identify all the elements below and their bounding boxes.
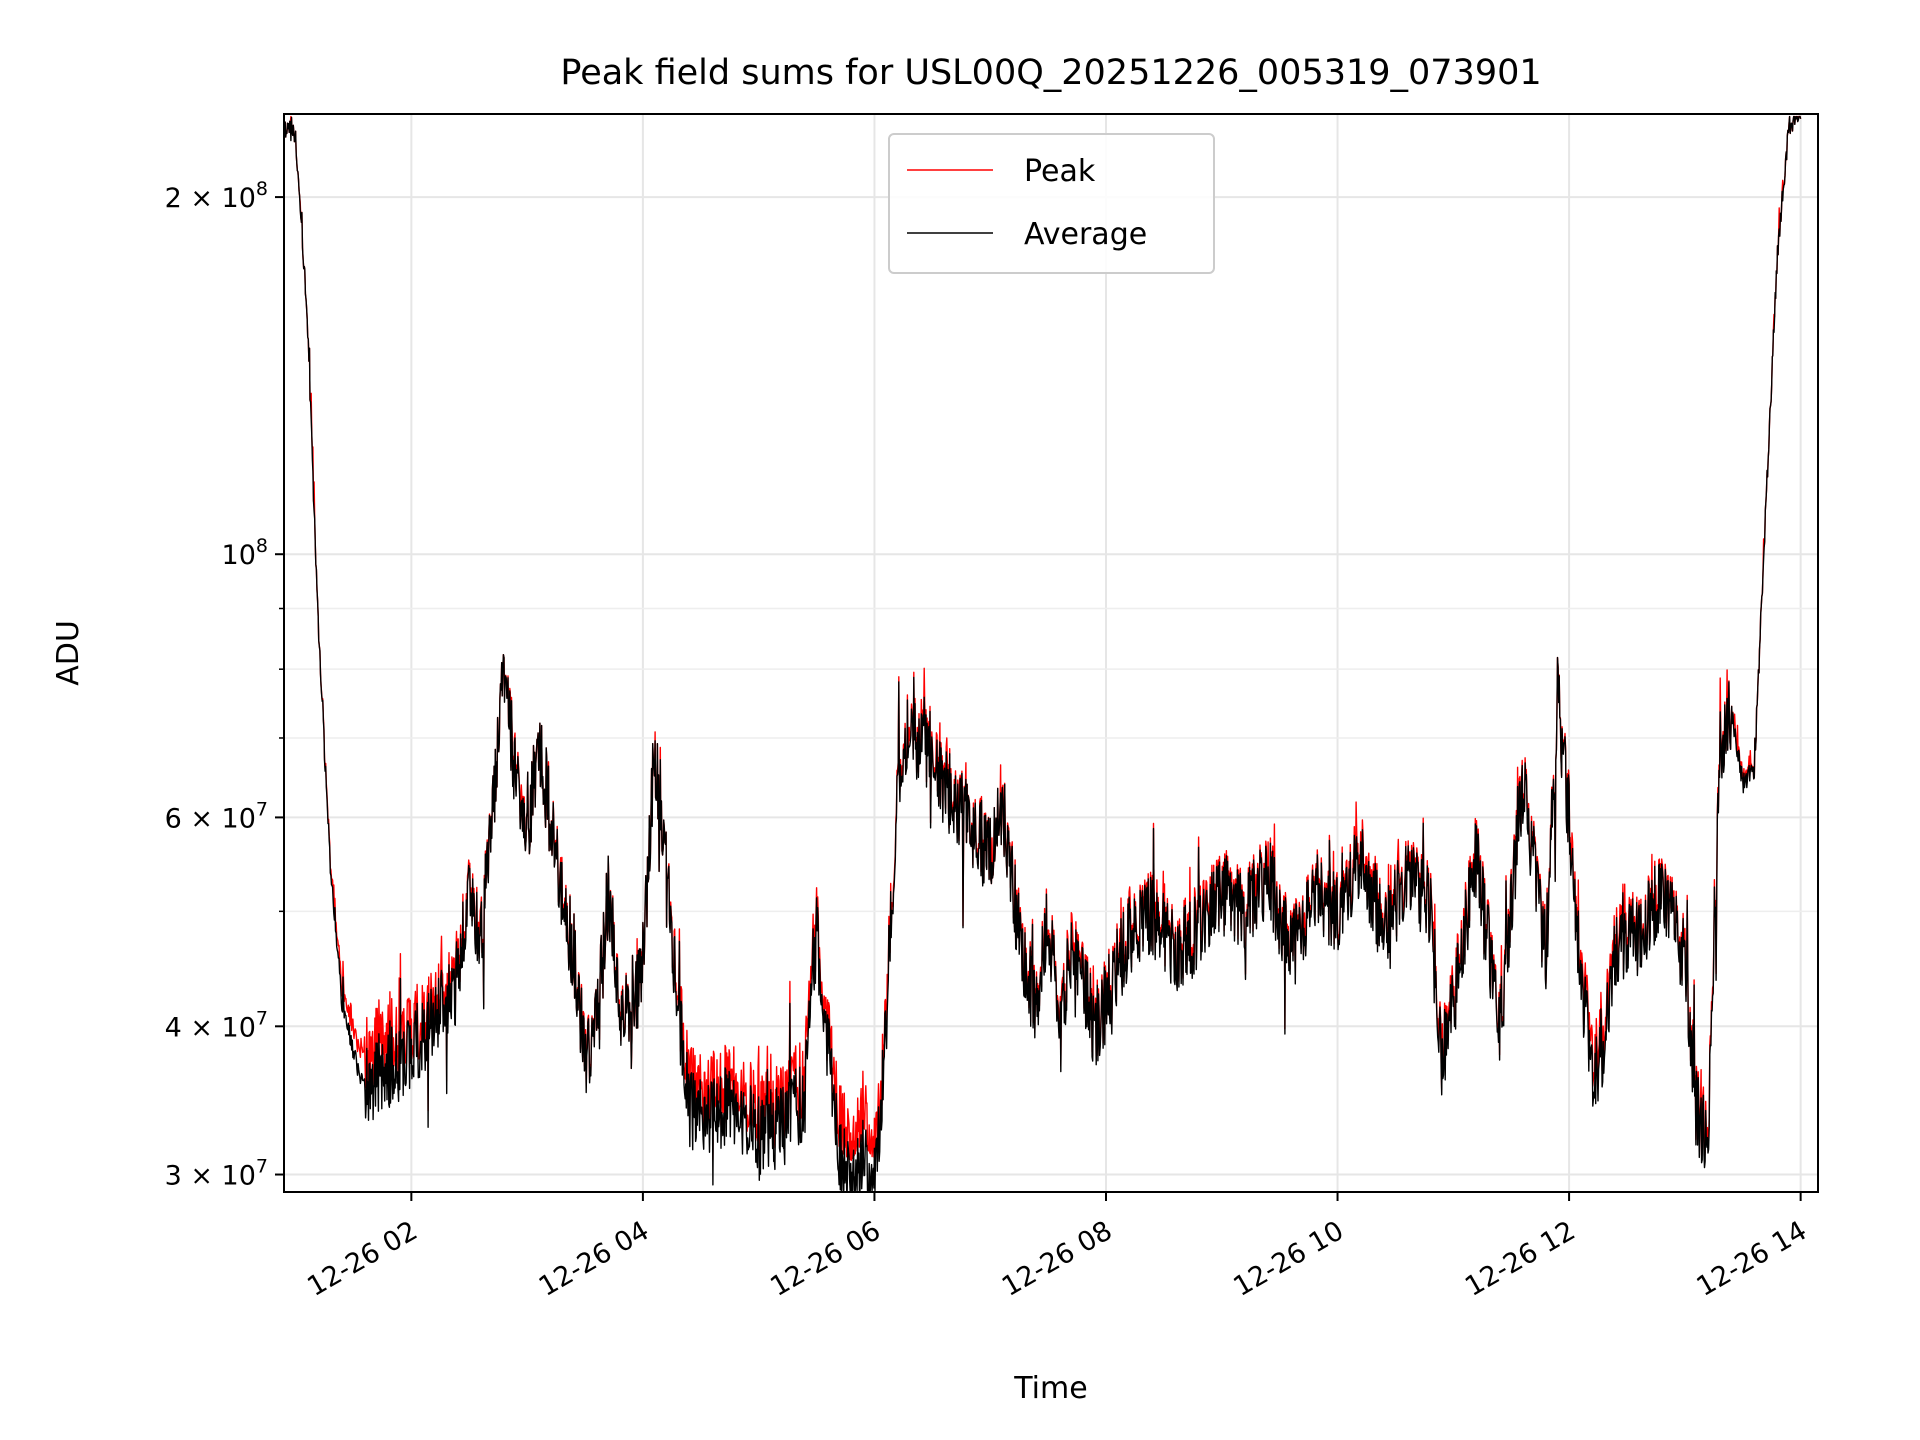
y-tick-label: 6 × 107	[165, 798, 268, 834]
legend: Peak Average	[888, 133, 1215, 274]
y-tick-label: 3 × 107	[165, 1156, 268, 1192]
x-axis-label: Time	[1013, 1371, 1087, 1406]
legend-peak-label: Peak	[1024, 154, 1096, 189]
series-layer	[283, 115, 1802, 1192]
y-tick-label: 108	[222, 535, 268, 571]
series-average-line	[283, 115, 1802, 1192]
chart-title: Peak field sums for USL00Q_20251226_0053…	[560, 53, 1541, 93]
y-tick-label: 4 × 107	[165, 1007, 268, 1043]
legend-average-label: Average	[1024, 217, 1147, 252]
y-tick-label: 2 × 108	[165, 178, 268, 214]
plot-frame	[283, 113, 1819, 1193]
y-axis: 3 × 107 4 × 107 6 × 107 108 2 × 108	[165, 178, 284, 1192]
grid	[284, 114, 1818, 1192]
legend-frame	[888, 133, 1215, 274]
y-axis-label: ADU	[51, 620, 86, 686]
